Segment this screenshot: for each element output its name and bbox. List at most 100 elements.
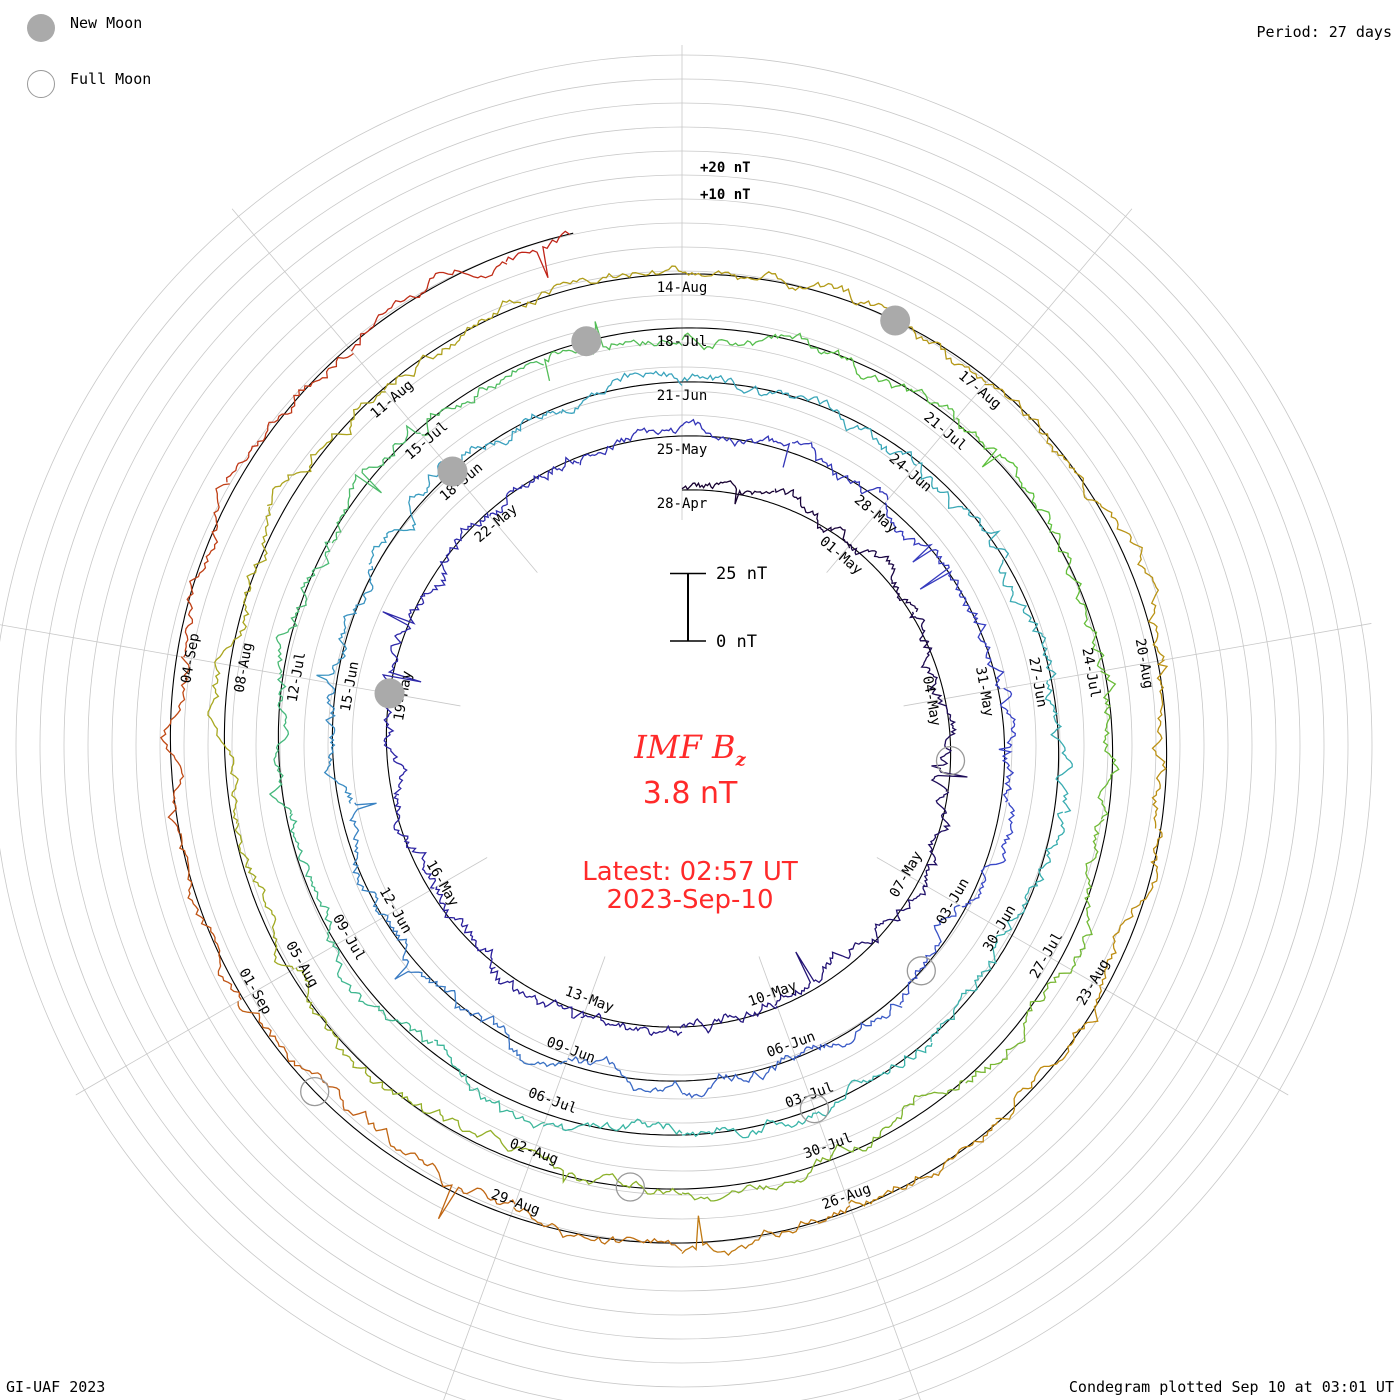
full-moon-marker [935, 745, 966, 776]
grid-spoke [443, 956, 606, 1400]
parameter-name: IMF B [634, 728, 736, 766]
bz-trace-segment [984, 383, 1100, 505]
date-label: 04-May [919, 675, 944, 728]
scale-bar [670, 572, 706, 642]
bz-trace-segment [534, 1149, 683, 1196]
bz-trace-segment [850, 884, 926, 950]
bz-trace-segment [965, 969, 1073, 1084]
date-label: 07-May [887, 849, 926, 901]
date-label: 06-Jul [526, 1085, 579, 1117]
bz-trace-segment [831, 1079, 964, 1157]
bz-trace-segment [681, 1154, 832, 1202]
bz-trace-segment [213, 506, 271, 663]
plotted-timestamp: Condegram plotted Sep 10 at 03:01 UT [1068, 1378, 1394, 1396]
latest-time: Latest: 02:57 UT [582, 857, 798, 887]
date-label: 31-May [972, 665, 997, 718]
bz-trace-segment [806, 396, 917, 466]
bz-trace-segment [489, 456, 580, 517]
bz-trace-segment [207, 662, 239, 824]
bz-trace-segment [521, 265, 683, 308]
bz-trace-segment [234, 823, 295, 970]
bz-trace-segment [289, 813, 336, 947]
bz-trace-segment [391, 1090, 535, 1152]
bz-trace-segment [681, 1055, 796, 1099]
period-label: Period: 27 days [1256, 23, 1392, 41]
date-label: 21-Jul [920, 409, 969, 454]
bz-trace-segment [847, 288, 987, 384]
bz-trace-segment [513, 1206, 683, 1252]
bz-trace-segment [884, 502, 959, 590]
date-label: 30-Jun [980, 903, 1019, 955]
bz-trace-segment [681, 270, 849, 293]
date-label: 12-Jun [376, 885, 415, 937]
new-moon-legend-label: New Moon [70, 14, 143, 32]
date-label: 04-Sep [178, 632, 203, 685]
bz-trace-segment [1099, 828, 1163, 987]
bz-trace-segment [774, 948, 854, 1007]
bz-trace-segment [349, 802, 388, 917]
date-label: 28-Apr [657, 496, 708, 512]
current-value: 3.8 nT [642, 776, 738, 811]
date-label: 21-Jun [657, 388, 708, 404]
bz-trace-segment [681, 373, 808, 401]
date-label: 12-Jul [285, 651, 310, 704]
bz-trace-segment [567, 1055, 683, 1094]
bz-trace-segment [918, 462, 1010, 559]
date-label: 15-Jun [338, 660, 363, 713]
bz-trace-segment [331, 424, 421, 544]
bz-trace-segment [505, 230, 571, 279]
date-label: 13-May [563, 984, 616, 1016]
full-moon-marker [906, 956, 936, 986]
date-label: 14-Aug [657, 280, 708, 296]
bz-trace-segment [579, 424, 683, 466]
bz-trace-segment [681, 418, 791, 468]
full-moon-legend-label: Full Moon [70, 70, 152, 88]
bz-trace-segment [435, 886, 496, 970]
bz-trace-segment [1099, 503, 1165, 661]
bz-trace-segment [1151, 659, 1169, 829]
credit-label: GI-UAF 2023 [6, 1378, 106, 1396]
bz-trace-segment [995, 986, 1103, 1120]
new-moon-marker [437, 456, 468, 487]
bz-trace-segment [543, 321, 683, 382]
new-moon-marker [880, 305, 911, 336]
bz-trace-segment [275, 541, 331, 675]
new-moon-legend-icon [27, 14, 55, 42]
bz-trace-segment [774, 488, 851, 549]
bz-trace-segment [421, 360, 544, 436]
bz-trace-segment [899, 904, 960, 1006]
new-moon-marker [374, 678, 405, 709]
bz-trace-segment [366, 1119, 516, 1220]
date-label: 09-Jun [544, 1034, 597, 1066]
bz-trace-segment [237, 1001, 369, 1120]
bz-trace-segment [383, 692, 408, 796]
scale-bar-top-label: 25 nT [716, 564, 768, 584]
bz-trace-segment [848, 1121, 999, 1207]
bz-trace-segment [368, 461, 446, 565]
bz-trace-segment [422, 512, 490, 597]
grid-spoke [876, 857, 1289, 1096]
date-label: 18-Jul [657, 334, 708, 350]
ring-label: +10 nT [700, 187, 751, 203]
grid-layer: +20 nT +10 nT [0, 45, 1373, 1400]
bz-trace-segment [1097, 670, 1120, 820]
bz-trace-segment [542, 1118, 683, 1136]
bz-trace-segment [160, 656, 190, 834]
grid-spoke [758, 956, 921, 1400]
bz-trace-segment [908, 611, 943, 701]
bz-trace-segment [681, 1112, 817, 1139]
full-moon-marker [615, 1172, 645, 1202]
bz-trace-segment [956, 417, 1053, 533]
parameter-title: IMF Bz [490, 728, 890, 770]
grid-spoke [826, 208, 1133, 573]
trace-layer [160, 230, 1169, 1257]
date-label: 28-May [851, 492, 900, 537]
date-label: 05-Aug [282, 939, 321, 991]
bz-trace-segment [444, 410, 561, 466]
bz-trace-segment [681, 332, 826, 355]
grid-spoke [231, 208, 538, 573]
date-label: 03-Jun [934, 876, 973, 928]
bz-trace-segment [434, 1039, 545, 1129]
grid-spoke [903, 623, 1372, 707]
